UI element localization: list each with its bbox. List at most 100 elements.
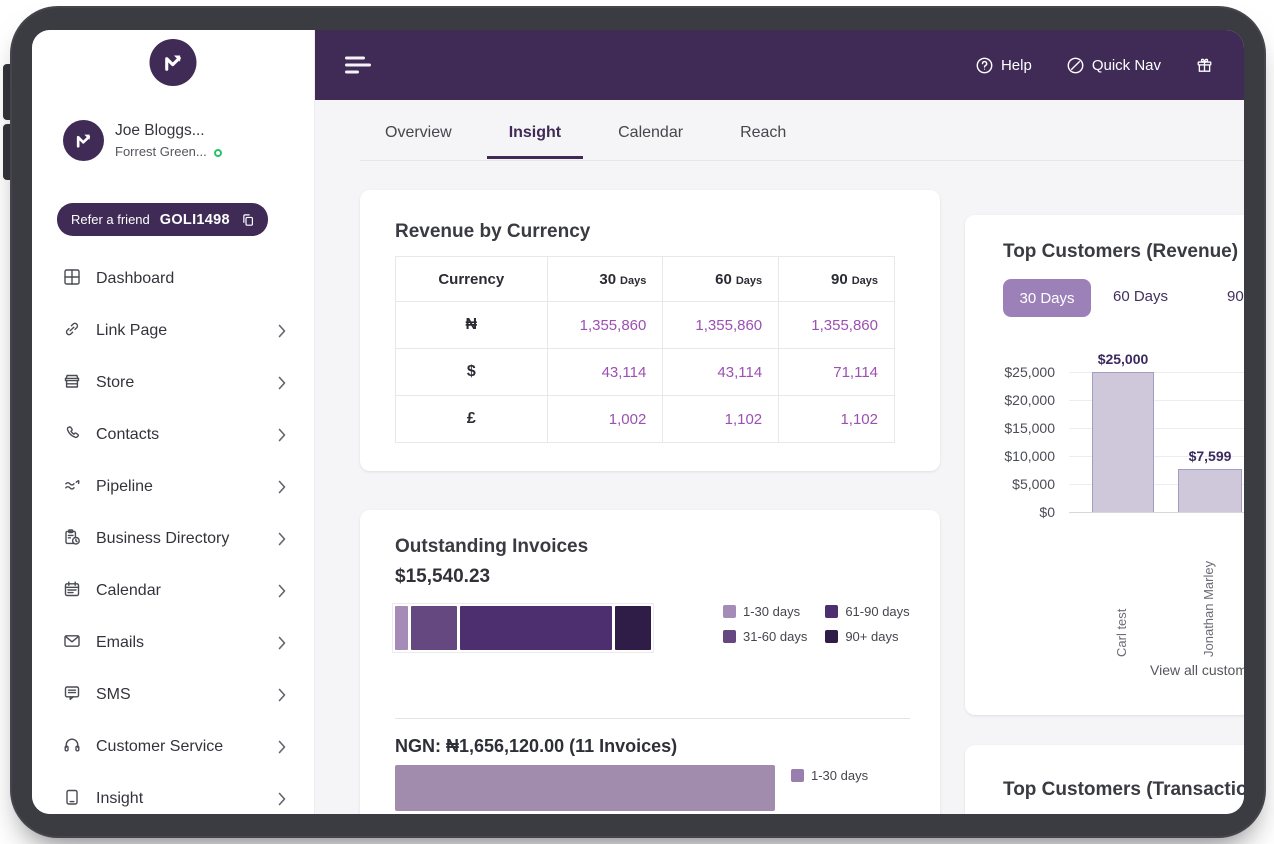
legend-label: 61-90 days bbox=[845, 604, 910, 619]
period-tab-60-days[interactable]: 60 Days bbox=[1113, 288, 1169, 305]
tab-calendar[interactable]: Calendar bbox=[618, 124, 684, 141]
period-tabs: 30 Days 60 Days 90 Days bbox=[1003, 279, 1244, 317]
legend-swatch bbox=[723, 605, 736, 618]
chevron-right-icon bbox=[278, 532, 286, 546]
outstanding-invoices-card: Outstanding Invoices $15,540.23 1-30 day… bbox=[360, 510, 940, 814]
column-header-60-days: 60 Days bbox=[662, 256, 780, 302]
segment-61-90-days bbox=[459, 606, 612, 650]
currency-symbol: £ bbox=[395, 395, 548, 443]
legend-item-1-30-days: 1-30 days bbox=[791, 768, 868, 783]
gift-button[interactable] bbox=[1195, 56, 1214, 75]
legend-swatch bbox=[825, 630, 839, 643]
view-all-customers-link[interactable]: View all customers bbox=[1150, 662, 1244, 678]
dashboard-grid-icon bbox=[62, 267, 82, 292]
quick-nav-button[interactable]: Quick Nav bbox=[1066, 56, 1161, 75]
table-cell-value: 43,114 bbox=[662, 348, 780, 396]
volume-down-button bbox=[3, 124, 12, 180]
legend-item-1-30-days: 1-30 days bbox=[723, 604, 807, 619]
sidebar-item-label: Calendar bbox=[96, 582, 161, 599]
card-title: Top Customers (Revenue) bbox=[1003, 241, 1239, 262]
sidebar-item-customer-service[interactable]: Customer Service bbox=[48, 725, 298, 769]
menu-toggle-icon[interactable] bbox=[345, 56, 371, 74]
user-org: Forrest Green... bbox=[115, 144, 222, 159]
legend-label: 90+ days bbox=[845, 629, 899, 644]
sidebar-item-label: Emails bbox=[96, 634, 145, 651]
currency-symbol: ₦ bbox=[395, 301, 548, 349]
sms-bubble-icon bbox=[62, 683, 82, 708]
legend-swatch bbox=[825, 605, 839, 618]
y-axis-tick: $0 bbox=[1039, 504, 1055, 520]
gridline bbox=[1069, 372, 1244, 373]
sidebar-item-business-directory[interactable]: Business Directory bbox=[48, 517, 298, 561]
period-tab-90-days[interactable]: 90 Days bbox=[1227, 288, 1244, 305]
segment-1-30-days bbox=[395, 606, 409, 650]
legend-label: 1-30 days bbox=[811, 768, 869, 783]
y-axis-tick: $15,000 bbox=[1004, 420, 1055, 436]
y-axis-tick: $20,000 bbox=[1004, 392, 1055, 408]
aging-stacked-bar bbox=[392, 603, 654, 653]
sidebar-item-calendar[interactable]: Calendar bbox=[48, 569, 298, 613]
sidebar-item-insight[interactable]: Insight bbox=[48, 777, 298, 814]
sidebar-item-label: Link Page bbox=[96, 322, 168, 339]
card-title: Outstanding Invoices bbox=[395, 536, 589, 557]
page-tabs: Overview Insight Calendar Reach bbox=[315, 100, 808, 159]
user-avatar bbox=[63, 120, 104, 161]
gridline bbox=[1069, 456, 1244, 457]
revenue-by-currency-card: Revenue by Currency Currency 30 Days 60 Days… bbox=[360, 190, 940, 471]
chevron-right-icon bbox=[278, 688, 286, 702]
table-row: £1,002 1,102 1,102 bbox=[395, 395, 895, 443]
outstanding-total: $15,540.23 bbox=[395, 566, 491, 587]
tab-reach[interactable]: Reach bbox=[740, 124, 787, 141]
table-cell-value: 1,355,860 bbox=[662, 301, 780, 349]
x-axis-label: Jonathan Marley bbox=[1201, 560, 1216, 657]
card-title: Revenue by Currency bbox=[395, 221, 591, 242]
sidebar: Joe Bloggs... Forrest Green... Refer a f… bbox=[32, 30, 315, 814]
sidebar-item-dashboard[interactable]: Dashboard bbox=[48, 257, 298, 301]
aging-legend: 1-30 days 31-60 days 61-90 days 90+ days bbox=[723, 604, 910, 644]
sidebar-item-label: SMS bbox=[96, 686, 131, 703]
headset-icon bbox=[62, 735, 82, 760]
help-button[interactable]: Help bbox=[975, 56, 1032, 75]
calendar-icon bbox=[62, 579, 82, 604]
phone-icon bbox=[62, 423, 82, 448]
tab-insight[interactable]: Insight bbox=[486, 100, 584, 159]
sidebar-item-link-page[interactable]: Link Page bbox=[48, 309, 298, 353]
storefront-icon bbox=[62, 371, 82, 396]
volume-up-button bbox=[3, 64, 12, 120]
sidebar-item-sms[interactable]: SMS bbox=[48, 673, 298, 717]
brand-logo bbox=[149, 39, 197, 86]
app-screen: Joe Bloggs... Forrest Green... Refer a f… bbox=[32, 30, 1244, 814]
revenue-table: Currency 30 Days 60 Days 90 Days ₦ 1,355,860 1,35… bbox=[395, 256, 895, 443]
ngn-subtitle: NGN: ₦1,656,120.00 (11 Invoices) bbox=[395, 736, 678, 756]
y-axis-tick: $25,000 bbox=[1004, 364, 1055, 380]
column-header-90-days: 90 Days bbox=[778, 256, 895, 302]
copy-icon[interactable] bbox=[240, 212, 256, 228]
sidebar-item-contacts[interactable]: Contacts bbox=[48, 413, 298, 457]
table-cell-value: 1,355,860 bbox=[778, 301, 895, 349]
insight-tablet-icon bbox=[62, 787, 82, 812]
period-tab-30-days[interactable]: 30 Days bbox=[1003, 279, 1091, 317]
table-cell-value: 71,114 bbox=[778, 348, 895, 396]
top-customers-revenue-card: Top Customers (Revenue) 30 Days 60 Days 90… bbox=[965, 215, 1244, 715]
help-label: Help bbox=[1000, 56, 1032, 74]
sidebar-item-label: Business Directory bbox=[96, 530, 230, 547]
sidebar-item-pipeline[interactable]: Pipeline bbox=[48, 465, 298, 509]
status-online-dot bbox=[213, 149, 222, 157]
tab-overview[interactable]: Overview bbox=[385, 124, 452, 141]
ngn-aging-bar bbox=[395, 765, 775, 811]
sidebar-item-emails[interactable]: Emails bbox=[48, 621, 298, 665]
bar-carl-test bbox=[1092, 372, 1154, 512]
legend-label: 31-60 days bbox=[743, 629, 808, 644]
table-cell-value: 1,102 bbox=[778, 395, 895, 443]
refer-a-friend-badge[interactable]: Refer a friend GOLI1498 bbox=[57, 203, 268, 236]
sidebar-nav: Dashboard Link Page Store Contacts Pipeline B… bbox=[32, 257, 314, 814]
gridline bbox=[1069, 428, 1244, 429]
chevron-right-icon bbox=[278, 740, 286, 754]
sidebar-item-store[interactable]: Store bbox=[48, 361, 298, 405]
table-row: ₦ 1,355,860 1,355,860 1,355,860 bbox=[395, 301, 895, 349]
gridline bbox=[1069, 400, 1244, 401]
chevron-right-icon bbox=[278, 636, 286, 650]
user-profile[interactable]: Joe Bloggs... Forrest Green... bbox=[63, 120, 293, 162]
m-arrow-logo-icon bbox=[165, 55, 181, 71]
